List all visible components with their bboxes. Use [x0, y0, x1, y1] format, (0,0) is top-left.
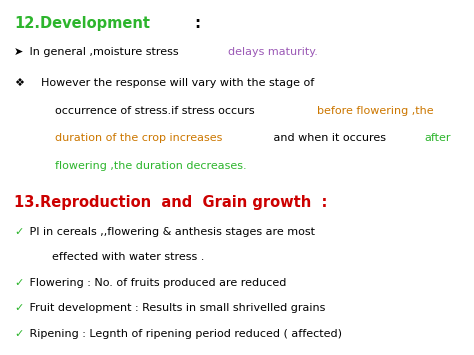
Text: :: :: [190, 16, 201, 31]
Text: duration of the crop increases: duration of the crop increases: [55, 133, 222, 143]
Text: flowering ,the duration decreases.: flowering ,the duration decreases.: [55, 161, 246, 171]
Text: before flowering ,the: before flowering ,the: [317, 106, 433, 116]
Text: after: after: [425, 133, 451, 143]
Text: ❖: ❖: [14, 78, 24, 88]
Text: In general ,moisture stress: In general ,moisture stress: [27, 47, 182, 57]
Text: ✓: ✓: [14, 329, 24, 339]
Text: PI in cereals ,,flowering & anthesis stages are most: PI in cereals ,,flowering & anthesis sta…: [27, 226, 315, 236]
Text: 12.Development: 12.Development: [14, 16, 150, 31]
Text: Flowering : No. of fruits produced are reduced: Flowering : No. of fruits produced are r…: [27, 278, 287, 288]
Text: However the response will vary with the stage of: However the response will vary with the …: [27, 78, 314, 88]
Text: ➤: ➤: [14, 47, 24, 57]
Text: Ripening : Legnth of ripening period reduced ( affected): Ripening : Legnth of ripening period red…: [27, 329, 342, 339]
Text: ✓: ✓: [14, 304, 24, 313]
Text: Fruit development : Results in small shrivelled grains: Fruit development : Results in small shr…: [27, 304, 326, 313]
Text: delays maturity.: delays maturity.: [228, 47, 318, 57]
Text: and when it occures: and when it occures: [271, 133, 390, 143]
Text: occurrence of stress.if stress occurs: occurrence of stress.if stress occurs: [55, 106, 258, 116]
Text: ✓: ✓: [14, 226, 24, 236]
Text: 13.Reproduction  and  Grain growth  :: 13.Reproduction and Grain growth :: [14, 195, 328, 210]
Text: effected with water stress .: effected with water stress .: [45, 252, 204, 262]
Text: ✓: ✓: [14, 278, 24, 288]
